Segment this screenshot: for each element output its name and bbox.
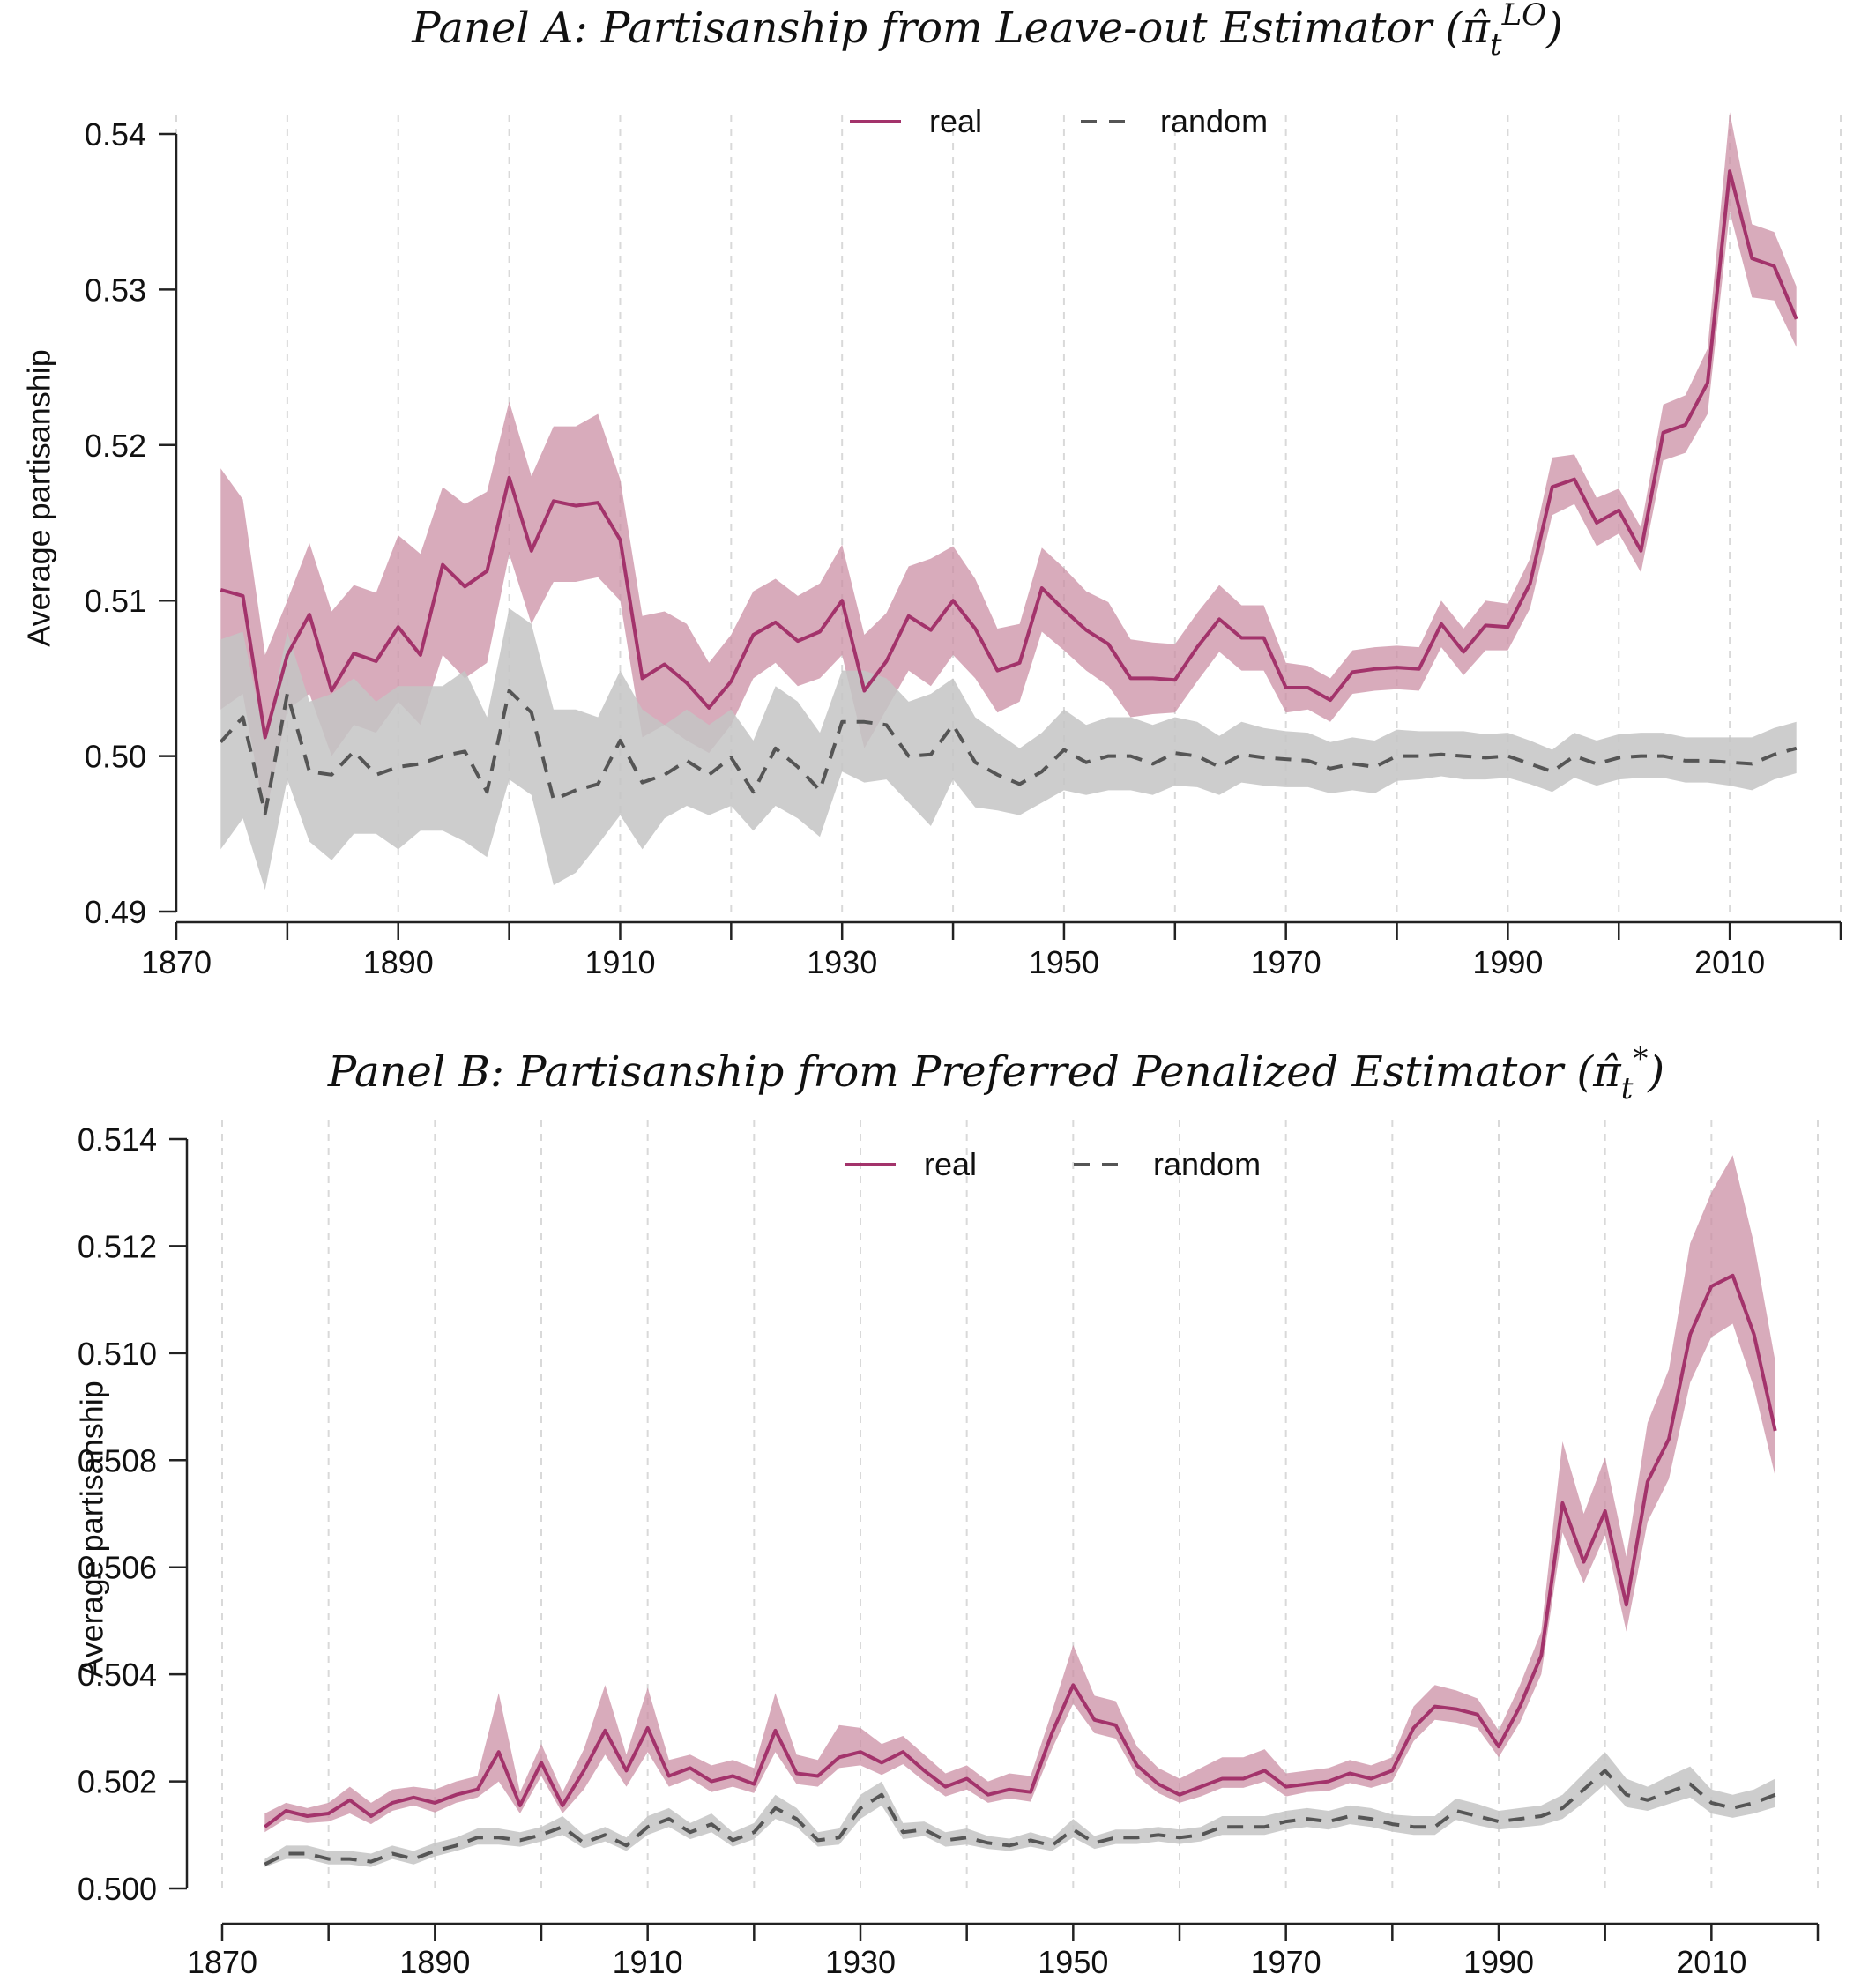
- x-tick-label: 1990: [1463, 1944, 1534, 1980]
- x-tick-label: 1930: [825, 1944, 896, 1980]
- panel-title-superscript: LO: [1501, 0, 1547, 33]
- y-tick-label: 0.52: [85, 428, 146, 464]
- x-tick-label: 1910: [584, 944, 655, 980]
- panel-title-superscript: *: [1633, 1041, 1648, 1076]
- series-line-random: [219, 689, 1798, 815]
- y-axis-title: Average partisanship: [20, 349, 56, 647]
- y-tick-label: 0.50: [85, 739, 146, 775]
- panel-b: 0.500 0.502 0.504 0.506 0.508 0.510 0.512 0.514…: [73, 1041, 1820, 1980]
- x-tick-label: 2010: [1676, 1944, 1746, 1980]
- panel-title-text: Panel B: Partisanship from Preferred Pen…: [327, 1047, 1622, 1097]
- y-axis-title: Average partisanship: [73, 1381, 109, 1679]
- legend: real random: [845, 1146, 1261, 1182]
- x-tick-label: 1890: [363, 944, 434, 980]
- panel-a: 0.49 0.50 0.51 0.52 0.53 0.54 1870 1890 1910 1930…: [20, 0, 1842, 980]
- y-tick-label: 0.53: [85, 272, 146, 308]
- x-tick-label: 1950: [1038, 1944, 1108, 1980]
- series-line-real: [264, 1273, 1777, 1828]
- x-tick-label: 1910: [613, 1944, 683, 1980]
- y-tick-label: 0.500: [78, 1871, 157, 1907]
- series-line-random: [264, 1769, 1776, 1866]
- x-tick-label: 1890: [399, 1944, 470, 1980]
- panel-title-close: ): [1545, 4, 1563, 53]
- y-tick-label: 0.506: [78, 1550, 157, 1586]
- legend-label-random: random: [1153, 1146, 1261, 1182]
- panel-title-subscript: t: [1490, 27, 1502, 63]
- panel-title-close: ): [1647, 1047, 1664, 1097]
- legend-label-real: real: [929, 103, 982, 139]
- panel-title: Panel B: Partisanship from Preferred Pen…: [327, 1041, 1664, 1106]
- y-tick-label: 0.510: [78, 1336, 157, 1372]
- series-line-real: [220, 169, 1798, 740]
- y-tick-label: 0.54: [85, 116, 146, 153]
- confidence-band-real: [220, 112, 1797, 819]
- x-tick-label: 1870: [141, 944, 212, 980]
- y-tick-label: 0.508: [78, 1442, 157, 1478]
- x-tick-label: 1870: [187, 1944, 257, 1980]
- y-tick-label: 0.49: [85, 894, 146, 930]
- y-tick-label: 0.51: [85, 583, 146, 619]
- y-tick-label: 0.504: [78, 1657, 157, 1693]
- y-tick-label: 0.502: [78, 1764, 157, 1800]
- x-tick-label: 1930: [807, 944, 877, 980]
- panel-title: Panel A: Partisanship from Leave-out Est…: [411, 0, 1563, 63]
- confidence-band-real: [264, 1155, 1776, 1833]
- y-tick-label: 0.514: [78, 1121, 157, 1158]
- x-tick-label: 1950: [1029, 944, 1099, 980]
- panel-title-subscript: t: [1621, 1071, 1634, 1106]
- confidence-band-random: [264, 1752, 1776, 1867]
- y-tick-label: 0.512: [78, 1228, 157, 1264]
- panel-title-text: Panel A: Partisanship from Leave-out Est…: [411, 4, 1491, 53]
- x-tick-label: 1970: [1251, 944, 1321, 980]
- confidence-band-random: [220, 608, 1797, 890]
- legend: real random: [850, 103, 1268, 139]
- x-tick-label: 1970: [1251, 1944, 1321, 1980]
- x-tick-label: 1990: [1472, 944, 1543, 980]
- legend-label-random: random: [1160, 103, 1268, 139]
- x-tick-label: 2010: [1694, 944, 1765, 980]
- legend-label-real: real: [924, 1146, 977, 1182]
